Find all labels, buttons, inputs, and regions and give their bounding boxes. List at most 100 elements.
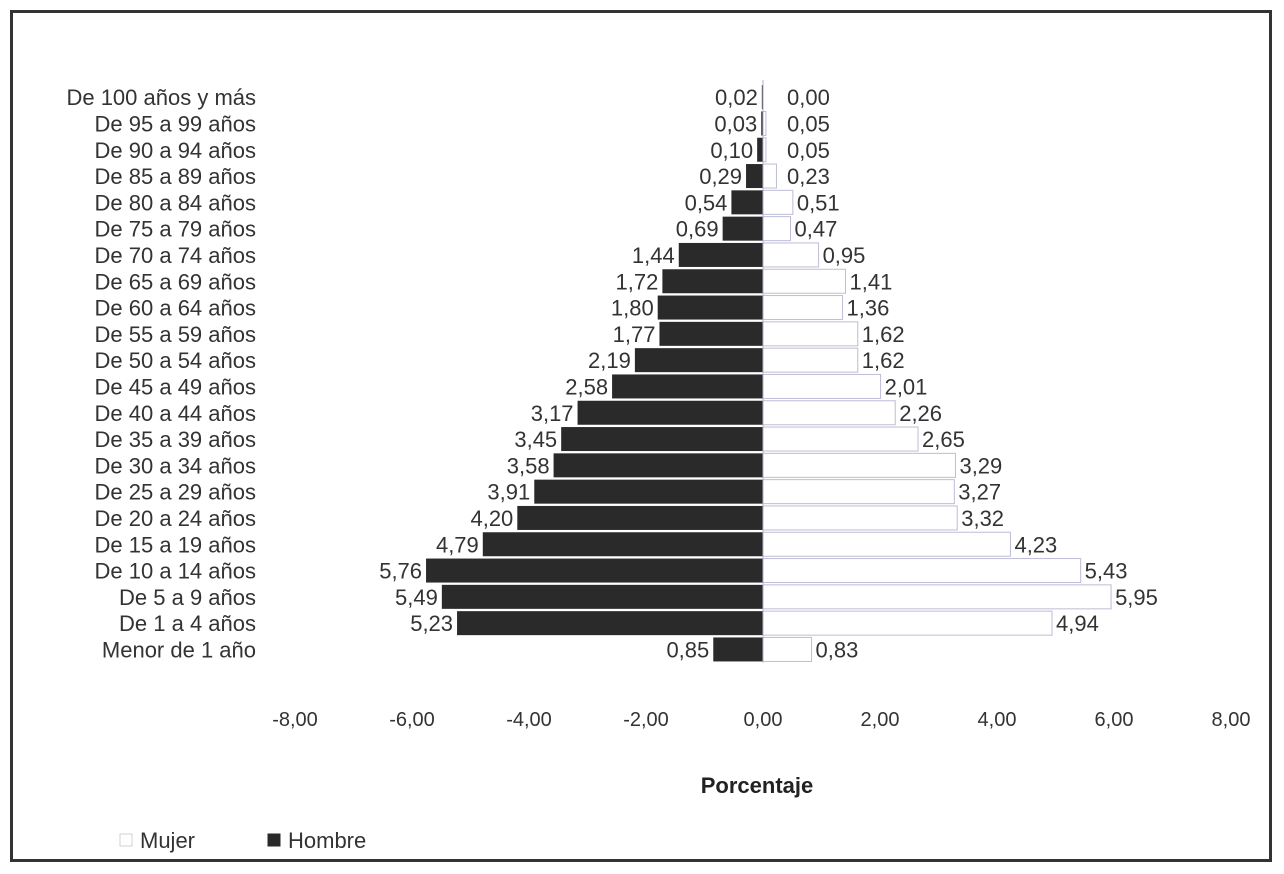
x-tick-label-1: -6,00 <box>389 709 435 731</box>
category-label-7: De 65 a 69 años <box>95 269 256 294</box>
bar-mujer-20 <box>762 610 1053 636</box>
legend-label-mujer: Mujer <box>140 828 195 853</box>
bar-mujer-4 <box>762 189 794 215</box>
value-label-hombre-9: 1,77 <box>613 322 656 347</box>
value-label-mujer-21: 0,83 <box>816 637 859 662</box>
bar-hombre-17 <box>482 532 763 557</box>
category-label-20: De 1 a 4 años <box>119 611 256 636</box>
value-label-mujer-6: 0,95 <box>823 243 866 268</box>
category-label-5: De 75 a 79 años <box>95 217 256 242</box>
category-label-4: De 80 a 84 años <box>95 190 256 215</box>
value-label-mujer-0: 0,00 <box>787 85 830 110</box>
category-label-19: De 5 a 9 años <box>119 585 256 610</box>
bar-mujer-16 <box>762 505 958 531</box>
value-label-mujer-12: 2,26 <box>899 401 942 426</box>
legend-label-hombre: Hombre <box>288 828 366 853</box>
category-label-1: De 95 a 99 años <box>95 111 256 136</box>
bar-hombre-4 <box>731 190 763 215</box>
bar-mujer-9 <box>762 321 859 347</box>
bar-hombre-5 <box>722 216 763 241</box>
value-label-hombre-5: 0,69 <box>676 217 719 242</box>
value-label-hombre-11: 2,58 <box>565 374 608 399</box>
bar-hombre-16 <box>517 505 763 530</box>
x-tick-label-6: 4,00 <box>978 709 1017 731</box>
value-label-mujer-1: 0,05 <box>787 111 830 136</box>
value-label-mujer-5: 0,47 <box>794 217 837 242</box>
bar-mujer-12 <box>762 400 896 426</box>
x-axis-label: Porcentaje <box>701 773 814 798</box>
value-label-hombre-2: 0,10 <box>710 138 753 163</box>
category-label-14: De 30 a 34 años <box>95 453 256 478</box>
value-label-hombre-6: 1,44 <box>632 243 675 268</box>
bar-mujer-21 <box>762 636 813 662</box>
value-label-mujer-13: 2,65 <box>922 427 965 452</box>
bar-mujer-15 <box>762 479 955 505</box>
x-tick-label-0: -8,00 <box>272 709 318 731</box>
value-label-mujer-20: 4,94 <box>1056 611 1099 636</box>
bar-hombre-18 <box>426 558 763 583</box>
value-label-mujer-7: 1,41 <box>849 269 892 294</box>
category-label-9: De 55 a 59 años <box>95 322 256 347</box>
value-label-mujer-19: 5,95 <box>1115 585 1158 610</box>
x-tick-label-3: -2,00 <box>623 709 669 731</box>
value-label-mujer-17: 4,23 <box>1014 532 1057 557</box>
legend-swatch-hombre <box>267 833 281 847</box>
category-label-13: De 35 a 39 años <box>95 427 256 452</box>
bar-mujer-5 <box>762 216 791 242</box>
value-label-mujer-16: 3,32 <box>961 506 1004 531</box>
value-label-hombre-16: 4,20 <box>470 506 513 531</box>
bar-hombre-1 <box>761 111 763 136</box>
category-label-11: De 45 a 49 años <box>95 374 256 399</box>
legend-swatch-mujer <box>119 833 133 847</box>
bar-mujer-7 <box>762 268 846 294</box>
category-label-8: De 60 a 64 años <box>95 296 256 321</box>
value-label-hombre-12: 3,17 <box>531 401 574 426</box>
category-label-15: De 25 a 29 años <box>95 480 256 505</box>
value-label-mujer-9: 1,62 <box>862 322 905 347</box>
bar-hombre-6 <box>678 242 763 267</box>
category-label-2: De 90 a 94 años <box>95 138 256 163</box>
bar-hombre-12 <box>577 400 763 425</box>
bar-mujer-10 <box>762 347 859 373</box>
value-label-hombre-7: 1,72 <box>616 269 659 294</box>
x-tick-label-8: 8,00 <box>1212 709 1251 731</box>
bar-mujer-11 <box>762 373 882 399</box>
x-tick-label-7: 6,00 <box>1095 709 1134 731</box>
value-label-hombre-1: 0,03 <box>714 111 757 136</box>
bar-hombre-20 <box>457 611 763 636</box>
bar-hombre-14 <box>553 453 763 478</box>
value-label-mujer-14: 3,29 <box>959 453 1002 478</box>
value-label-mujer-2: 0,05 <box>787 138 830 163</box>
bar-hombre-0 <box>761 85 763 110</box>
bar-mujer-18 <box>762 558 1082 584</box>
value-label-hombre-17: 4,79 <box>436 532 479 557</box>
value-label-mujer-18: 5,43 <box>1085 559 1128 584</box>
category-label-3: De 85 a 89 años <box>95 164 256 189</box>
value-label-mujer-15: 3,27 <box>958 480 1001 505</box>
category-label-21: Menor de 1 año <box>102 637 256 662</box>
value-label-hombre-8: 1,80 <box>611 296 654 321</box>
bar-mujer-8 <box>762 295 844 321</box>
bar-hombre-13 <box>561 427 763 452</box>
value-label-hombre-15: 3,91 <box>487 480 530 505</box>
legend: Mujer Hombre <box>119 828 366 853</box>
bar-hombre-19 <box>441 584 763 609</box>
value-label-hombre-0: 0,02 <box>715 85 758 110</box>
category-label-18: De 10 a 14 años <box>95 559 256 584</box>
value-label-hombre-14: 3,58 <box>507 453 550 478</box>
x-tick-label-5: 2,00 <box>861 709 900 731</box>
value-label-mujer-3: 0,23 <box>787 164 830 189</box>
bar-hombre-8 <box>657 295 763 320</box>
bar-mujer-19 <box>762 584 1112 610</box>
bar-hombre-10 <box>634 348 763 373</box>
value-label-hombre-21: 0,85 <box>666 637 709 662</box>
bar-mujer-17 <box>762 531 1011 557</box>
category-label-0: De 100 años y más <box>66 85 256 110</box>
bar-mujer-14 <box>762 452 956 478</box>
value-label-hombre-19: 5,49 <box>395 585 438 610</box>
category-label-12: De 40 a 44 años <box>95 401 256 426</box>
value-label-hombre-13: 3,45 <box>514 427 557 452</box>
bar-hombre-9 <box>659 321 763 346</box>
value-label-hombre-4: 0,54 <box>685 190 728 215</box>
